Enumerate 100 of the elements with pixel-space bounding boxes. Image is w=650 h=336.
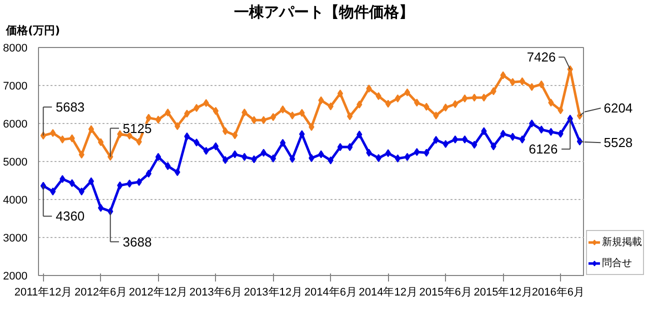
point: [290, 112, 296, 120]
point: [424, 148, 430, 157]
point: [78, 188, 84, 196]
point: [212, 142, 219, 150]
point: [490, 142, 496, 150]
x-tick-label: 2012年12月: [128, 286, 188, 299]
point: [424, 102, 430, 111]
point: [126, 180, 132, 188]
point: [60, 136, 66, 144]
point: [328, 156, 334, 164]
point: [356, 130, 362, 139]
x-tick-label: 2013年12月: [244, 286, 303, 299]
point: [308, 123, 314, 132]
point: [337, 90, 344, 98]
point: [452, 136, 458, 144]
point: [528, 120, 535, 128]
point: [222, 156, 228, 164]
point: [88, 177, 94, 186]
point: [232, 150, 238, 158]
point: [232, 131, 238, 140]
annotation: 5528: [604, 135, 633, 150]
point: [174, 168, 180, 176]
point: [270, 113, 276, 122]
annotation: 6204: [604, 100, 633, 116]
point: [270, 154, 276, 163]
point: [117, 182, 123, 190]
point: [472, 140, 478, 149]
point: [366, 148, 372, 157]
point: [242, 153, 248, 162]
point: [548, 98, 554, 107]
x-tick-label: 2015年12月: [474, 286, 532, 299]
point: [442, 104, 448, 112]
point: [136, 178, 142, 186]
point: [404, 153, 410, 162]
point: [78, 150, 84, 159]
x-tick-label: 2014年6月: [304, 286, 357, 299]
point: [510, 78, 516, 86]
annotation: 6126: [528, 142, 558, 157]
point: [519, 136, 526, 144]
point: [164, 108, 171, 117]
point: [98, 204, 104, 212]
point: [318, 150, 324, 158]
y-tick-label: 2000: [3, 270, 28, 283]
point: [88, 125, 94, 134]
point: [117, 130, 123, 138]
point: [356, 100, 362, 109]
annotation: 4360: [56, 208, 85, 224]
point: [385, 149, 391, 158]
point: [203, 146, 209, 155]
point: [337, 143, 344, 152]
point: [212, 107, 219, 116]
point: [538, 126, 544, 134]
chart-title: 一棟アパート【物件価格】: [234, 2, 414, 23]
point: [404, 88, 410, 96]
point: [433, 112, 439, 120]
legend-label: 問合せ: [602, 257, 632, 270]
y-tick-label: 4000: [3, 194, 28, 207]
y-tick-label: 3000: [3, 232, 28, 245]
point: [299, 108, 305, 117]
point: [346, 112, 353, 120]
x-tick-label: 2016年6月: [532, 286, 585, 299]
point: [98, 138, 104, 146]
point: [280, 106, 286, 114]
point: [442, 140, 448, 148]
point: [510, 132, 516, 141]
point: [251, 116, 257, 124]
point: [385, 100, 391, 108]
point: [472, 94, 478, 102]
point: [203, 99, 209, 108]
point: [462, 94, 468, 103]
x-tick-label: 2011年12月: [14, 286, 72, 299]
point: [69, 179, 75, 188]
annotation: 7426: [526, 50, 556, 65]
point: [528, 83, 535, 92]
point: [500, 130, 506, 138]
point: [328, 102, 334, 111]
point: [414, 148, 420, 156]
y-axis-title: 価格(万円): [6, 23, 60, 40]
point: [50, 188, 56, 196]
point: [414, 98, 420, 107]
y-tick-label: 6000: [3, 118, 28, 131]
point: [155, 153, 162, 162]
point: [146, 114, 152, 122]
point: [548, 128, 554, 136]
point: [69, 134, 75, 142]
y-tick-label: 5000: [3, 156, 28, 169]
point: [538, 80, 544, 88]
point: [50, 129, 56, 138]
point: [481, 94, 487, 102]
point: [184, 132, 190, 141]
point: [308, 154, 314, 162]
point: [558, 130, 564, 138]
point: [519, 77, 526, 86]
point: [366, 84, 372, 93]
point: [346, 143, 353, 152]
point: [376, 154, 382, 162]
y-tick-label: 8000: [3, 42, 28, 55]
point: [260, 148, 266, 157]
point: [194, 104, 200, 112]
point: [60, 175, 66, 184]
